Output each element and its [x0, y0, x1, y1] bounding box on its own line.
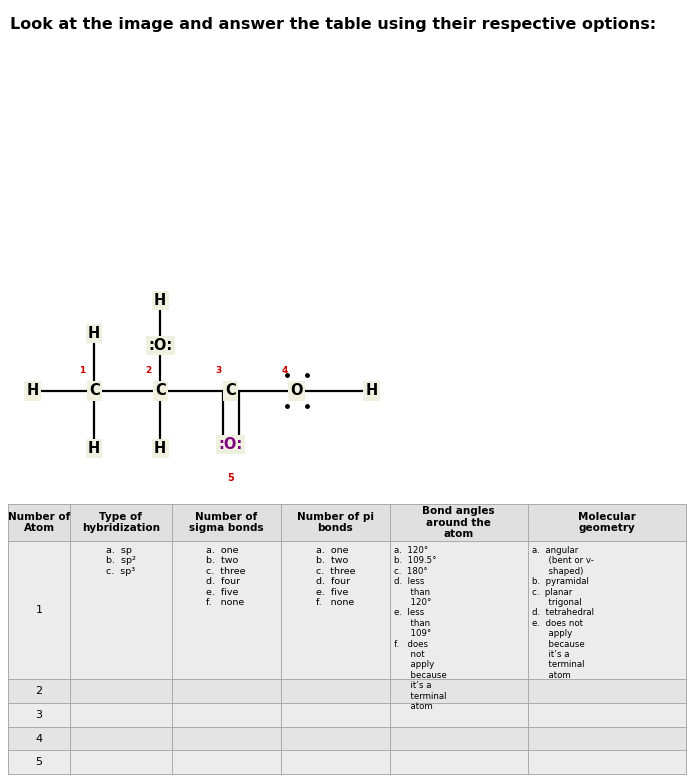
Text: Look at the image and answer the table using their respective options:: Look at the image and answer the table u… [10, 17, 657, 32]
Text: a.  one
b.  two
c.  three
d.  four
e.  five
f.   none: a. one b. two c. three d. four e. five f… [316, 546, 355, 607]
Text: C: C [89, 384, 99, 398]
Text: a.  angular
      (bent or v-
      shaped)
b.  pyramidal
c.  planar
      trigo: a. angular (bent or v- shaped) b. pyrami… [532, 546, 594, 680]
Text: Number of
sigma bonds: Number of sigma bonds [189, 512, 264, 534]
Text: 4: 4 [35, 734, 43, 744]
Text: Type of
hybridization: Type of hybridization [82, 512, 160, 534]
Text: C: C [155, 384, 166, 398]
Text: a.  sp
b.  sp²
c.  sp³: a. sp b. sp² c. sp³ [106, 546, 136, 576]
Text: H: H [366, 384, 378, 398]
Text: H: H [154, 293, 167, 308]
Text: a.  120°
b.  109.5°
c.  180°
d.  less
      than
      120°
e.  less
      than
: a. 120° b. 109.5° c. 180° d. less than 1… [394, 546, 447, 711]
Text: 2: 2 [35, 686, 43, 696]
Text: 5: 5 [228, 472, 234, 482]
Text: a.  one
b.  two
c.  three
d.  four
e.  five
f.   none: a. one b. two c. three d. four e. five f… [206, 546, 246, 607]
Text: Number of pi
bonds: Number of pi bonds [297, 512, 374, 534]
Text: Number of
Atom: Number of Atom [8, 512, 70, 534]
Text: 5: 5 [35, 757, 43, 767]
Text: 4: 4 [281, 366, 288, 375]
Text: 1: 1 [78, 366, 85, 375]
Text: 2: 2 [145, 366, 151, 375]
Text: H: H [154, 441, 167, 456]
Text: Bond angles
around the
atom: Bond angles around the atom [423, 506, 495, 539]
Text: O: O [291, 384, 303, 398]
Text: Molecular
geometry: Molecular geometry [577, 512, 636, 534]
Text: :O:: :O: [148, 338, 172, 353]
Text: 1: 1 [35, 605, 43, 615]
Text: :O:: :O: [219, 437, 243, 452]
Text: H: H [88, 326, 100, 341]
Text: H: H [88, 441, 100, 456]
Text: 3: 3 [35, 710, 43, 720]
Text: H: H [26, 384, 39, 398]
Text: C: C [226, 384, 236, 398]
Text: 3: 3 [215, 366, 221, 375]
